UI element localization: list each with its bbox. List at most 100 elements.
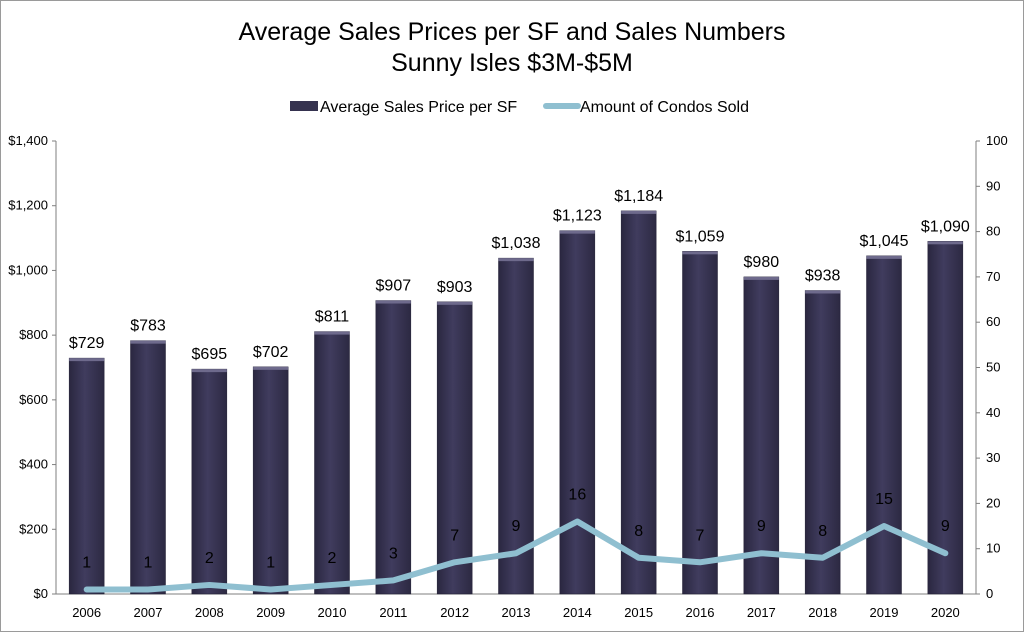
right-tick-label: 10	[986, 541, 1000, 556]
bar-top-highlight	[682, 251, 718, 255]
bar-data-label: $1,045	[860, 233, 909, 250]
x-tick-label: 2020	[931, 605, 960, 620]
bar-top-highlight	[69, 358, 105, 362]
line-data-label: 2	[328, 550, 337, 567]
line-point	[760, 552, 762, 554]
right-tick-label: 90	[986, 178, 1000, 193]
line-data-label: 1	[144, 554, 153, 571]
bar-top-highlight	[559, 230, 595, 234]
x-tick-label: 2016	[686, 605, 715, 620]
bar	[682, 251, 718, 595]
left-tick-label: $400	[19, 457, 48, 472]
line-point	[883, 525, 885, 527]
line-point	[822, 557, 824, 559]
x-tick-label: 2018	[808, 605, 837, 620]
bar-labels: $729 $783 $695 $702 $811 $907 $903 $1,038 $1,123…	[69, 188, 970, 363]
right-tick-label: 80	[986, 224, 1000, 239]
bar-data-label: $811	[315, 309, 350, 326]
bar	[559, 230, 596, 595]
x-tick-label: 2007	[134, 605, 163, 620]
line-point	[638, 557, 640, 559]
left-tick-label: $1,000	[8, 262, 48, 277]
left-tick-label: $600	[19, 392, 48, 407]
bar-top-highlight	[743, 276, 779, 280]
right-tick-label: 30	[986, 450, 1000, 465]
bar-top-highlight	[498, 258, 534, 262]
line-data-label: 9	[757, 518, 766, 535]
bar-top-highlight	[314, 331, 350, 335]
bar	[804, 290, 841, 595]
legend-bar-label: Average Sales Price per SF	[320, 99, 517, 116]
bar-top-highlight	[437, 301, 473, 305]
bar-data-label: $903	[437, 279, 473, 296]
bar-top-highlight	[191, 369, 227, 373]
bar-top-highlight	[375, 300, 411, 304]
bar-data-label: $729	[69, 335, 105, 352]
line-labels: 1 1 2 1 2 3 7 9 16 8 7 9 8 15 9	[82, 487, 950, 572]
left-tick-label: $200	[19, 521, 48, 536]
bar-series	[68, 210, 964, 595]
x-tick-label: 2013	[502, 605, 531, 620]
bar	[436, 301, 473, 595]
x-tick-label: 2011	[379, 605, 407, 620]
line-point	[944, 552, 946, 554]
right-tick-label: 0	[986, 586, 993, 601]
bar-top-highlight	[805, 290, 841, 294]
legend: Average Sales Price per SF Amount of Cond…	[290, 99, 749, 116]
bar-data-label: $702	[253, 344, 289, 361]
line-point	[208, 584, 210, 586]
bar	[314, 331, 350, 595]
line-data-label: 15	[875, 491, 893, 508]
bar	[130, 340, 166, 595]
bar-data-label: $783	[130, 318, 166, 335]
line-point	[270, 588, 272, 590]
bar	[927, 241, 964, 595]
x-tick-label: 2008	[195, 605, 224, 620]
bar-top-highlight	[253, 366, 289, 370]
line-point	[515, 552, 517, 554]
left-tick-label: $1,200	[8, 198, 48, 213]
legend-line-label: Amount of Condos Sold	[580, 99, 749, 116]
line-point	[699, 561, 701, 563]
x-tick-label: 2006	[72, 605, 101, 620]
right-tick-label: 70	[986, 269, 1000, 284]
line-data-label: 2	[205, 550, 214, 567]
bar-top-highlight	[927, 241, 963, 245]
left-tick-label: $1,400	[8, 133, 48, 148]
bar-data-label: $1,059	[676, 228, 725, 245]
line-data-label: 1	[266, 554, 275, 571]
chart-subtitle: Sunny Isles $3M-$5M	[391, 49, 633, 77]
bar	[68, 357, 105, 595]
bar-data-label: $907	[376, 278, 412, 295]
line-point	[392, 579, 394, 581]
bar	[252, 366, 289, 595]
bar-data-label: $980	[744, 254, 780, 271]
left-tick-label: $0	[34, 586, 48, 601]
line-data-label: 16	[568, 487, 586, 504]
x-tick-label: 2009	[256, 605, 285, 620]
right-tick-label: 20	[986, 495, 1000, 510]
line-series	[83, 518, 949, 593]
line-data-label: 8	[818, 523, 827, 540]
line-data-label: 1	[82, 554, 91, 571]
bar-top-highlight	[130, 340, 166, 344]
chart-title: Average Sales Prices per SF and Sales Nu…	[238, 18, 786, 46]
left-tick-label: $800	[19, 327, 48, 342]
x-tick-label: 2019	[870, 605, 899, 620]
legend-bar-swatch	[290, 101, 318, 111]
right-tick-label: 50	[986, 360, 1000, 375]
bar-top-highlight	[866, 255, 902, 259]
line-point	[147, 588, 149, 590]
x-tick-label: 2012	[440, 605, 469, 620]
bar	[620, 210, 657, 595]
line-data-label: 3	[389, 545, 398, 562]
x-tick-label: 2017	[747, 605, 776, 620]
bar-data-label: $1,090	[921, 218, 970, 235]
line-data-label: 8	[634, 523, 643, 540]
line-data-label: 9	[941, 518, 950, 535]
right-tick-label: 60	[986, 314, 1000, 329]
bar-data-label: $1,184	[614, 188, 663, 205]
line-point	[454, 561, 456, 563]
bar	[866, 255, 902, 595]
line-point	[576, 521, 578, 523]
